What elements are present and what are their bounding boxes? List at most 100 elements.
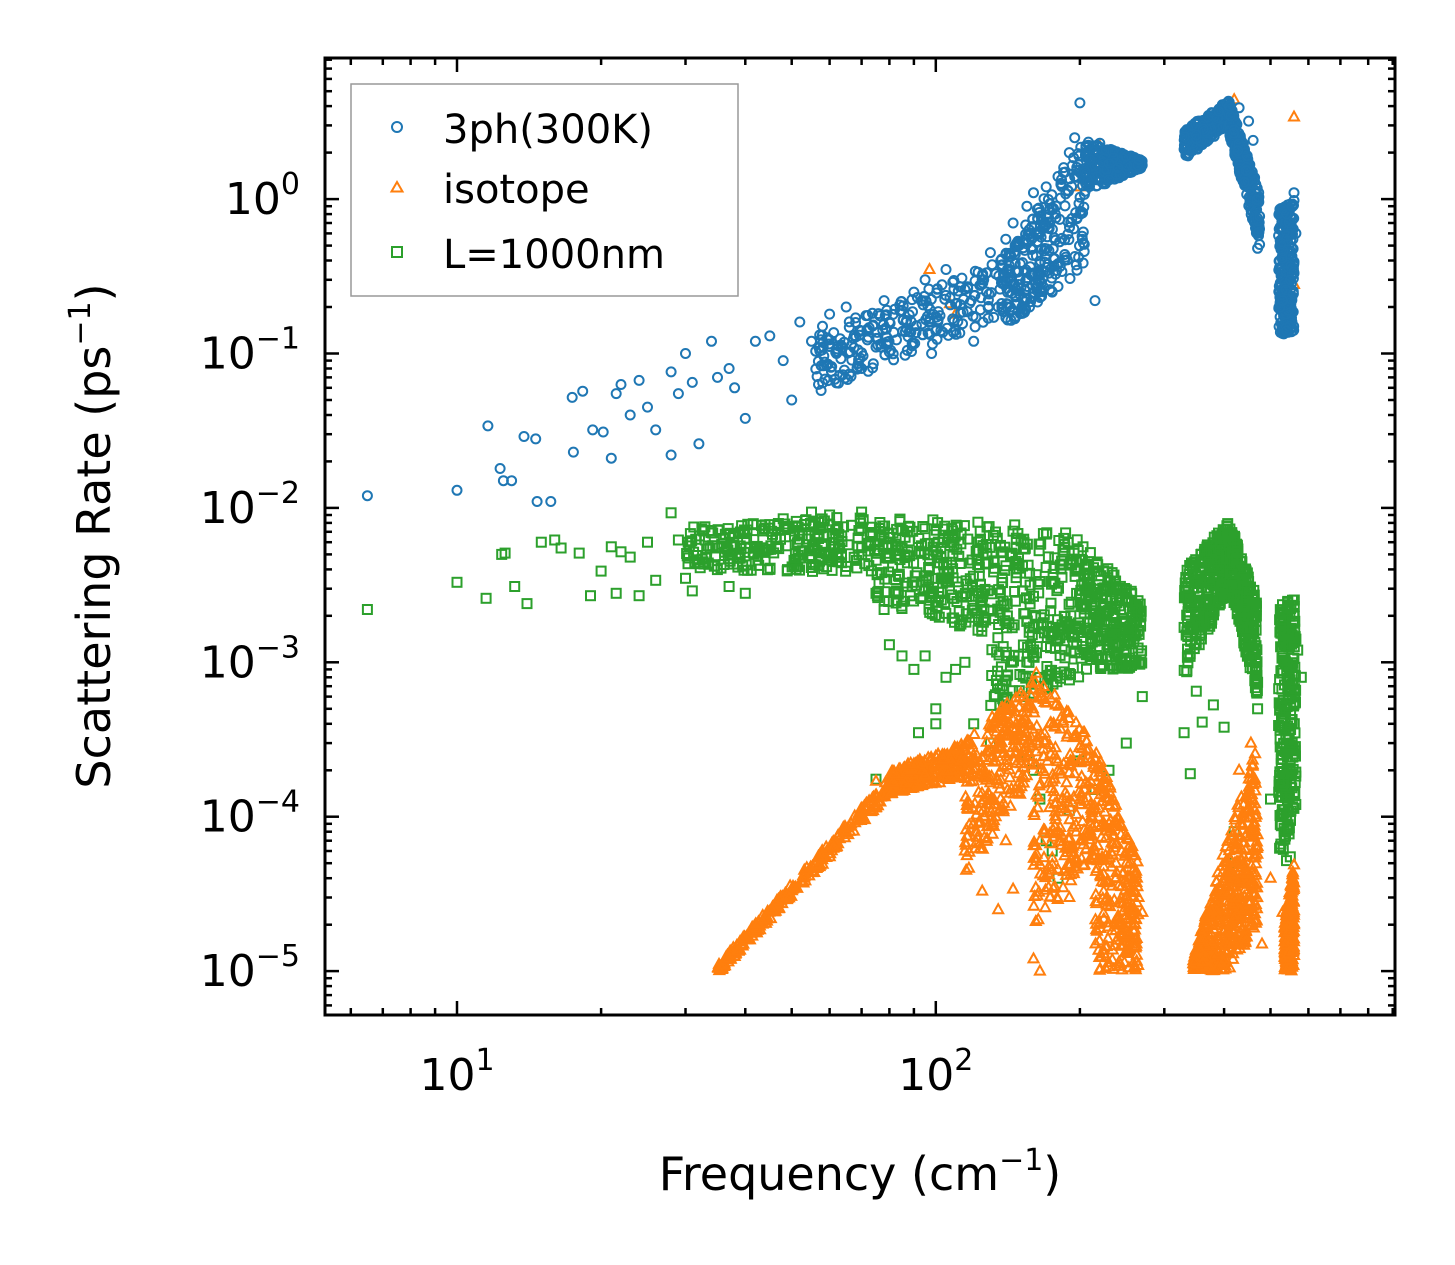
data-point — [753, 559, 765, 571]
data-point — [764, 563, 776, 575]
data-point — [896, 603, 908, 614]
data-point — [1104, 628, 1116, 640]
data-point — [1040, 641, 1052, 652]
data-point — [997, 546, 1009, 558]
data-point — [988, 555, 1000, 567]
data-point — [825, 549, 837, 561]
data-point — [893, 568, 905, 580]
data-point — [1099, 582, 1111, 594]
data-point — [1108, 662, 1120, 674]
data-point — [951, 521, 963, 533]
data-point — [923, 574, 935, 586]
data-point — [973, 561, 985, 573]
data-point — [1060, 527, 1072, 539]
data-point — [941, 556, 953, 568]
data-point — [1190, 577, 1202, 589]
data-point — [988, 562, 1000, 574]
data-point — [681, 548, 693, 559]
data-point — [995, 600, 1007, 612]
data-point — [688, 521, 700, 533]
data-point — [1135, 609, 1147, 621]
data-point — [958, 520, 970, 532]
data-point — [1181, 651, 1193, 663]
data-point — [723, 529, 735, 541]
data-point — [1189, 596, 1201, 608]
data-point — [1023, 656, 1035, 668]
data-point — [1041, 620, 1053, 632]
data-point — [1018, 608, 1030, 620]
data-point — [854, 512, 866, 524]
data-point — [1190, 554, 1202, 566]
data-point — [975, 578, 986, 590]
data-point — [872, 586, 884, 598]
data-point — [986, 644, 998, 656]
data-point — [966, 554, 978, 566]
data-point — [1042, 551, 1054, 563]
data-point — [904, 590, 916, 602]
data-point — [1012, 650, 1024, 662]
data-point — [1033, 545, 1045, 557]
data-point — [871, 547, 883, 559]
data-point — [1057, 558, 1069, 570]
data-point — [1195, 621, 1207, 633]
data-point — [1205, 544, 1217, 556]
data-point — [1063, 598, 1075, 610]
data-point — [1009, 595, 1021, 607]
data-point — [1019, 542, 1031, 554]
data-point — [1007, 685, 1019, 697]
data-point — [1181, 665, 1193, 676]
data-point — [1101, 606, 1113, 618]
data-point — [994, 587, 1006, 599]
data-point — [991, 532, 1003, 544]
data-point — [1028, 590, 1039, 602]
data-point — [756, 525, 768, 537]
data-point — [977, 540, 989, 552]
data-point — [711, 564, 723, 576]
data-point — [915, 547, 927, 559]
data-point — [1035, 619, 1047, 630]
data-point — [1196, 627, 1207, 639]
data-point — [917, 521, 929, 532]
data-point — [944, 539, 956, 551]
data-point — [1027, 646, 1039, 658]
data-point — [901, 557, 913, 569]
data-point — [1064, 618, 1076, 630]
data-point — [1047, 568, 1059, 580]
data-point — [1121, 592, 1133, 604]
data-point — [818, 563, 830, 575]
data-point — [960, 616, 972, 628]
data-point — [892, 588, 904, 600]
data-point — [892, 544, 904, 556]
data-point — [909, 570, 921, 582]
data-point — [840, 565, 852, 577]
data-point — [1043, 670, 1055, 682]
data-point — [977, 616, 989, 628]
data-point — [1199, 543, 1211, 555]
data-point — [1090, 619, 1102, 631]
data-point — [791, 520, 803, 532]
data-point — [1128, 618, 1140, 630]
data-point — [1084, 547, 1096, 559]
data-point — [1085, 653, 1097, 665]
data-point — [873, 523, 885, 534]
data-point — [907, 525, 919, 537]
data-point — [1190, 637, 1202, 649]
series-L=1000nm — [361, 506, 1307, 924]
data-point — [1065, 669, 1076, 681]
data-point — [855, 522, 867, 534]
data-point — [1107, 642, 1119, 653]
data-point — [1033, 538, 1045, 550]
data-point — [1035, 612, 1047, 624]
data-point — [1021, 592, 1032, 604]
data-point — [1091, 635, 1103, 646]
data-point — [1134, 658, 1146, 670]
data-point — [913, 533, 925, 544]
data-point — [707, 527, 719, 539]
data-point — [993, 619, 1005, 630]
data-point — [908, 557, 920, 569]
data-point — [1012, 528, 1024, 539]
data-point — [922, 549, 934, 561]
data-point — [1200, 599, 1212, 611]
data-point — [926, 588, 938, 600]
